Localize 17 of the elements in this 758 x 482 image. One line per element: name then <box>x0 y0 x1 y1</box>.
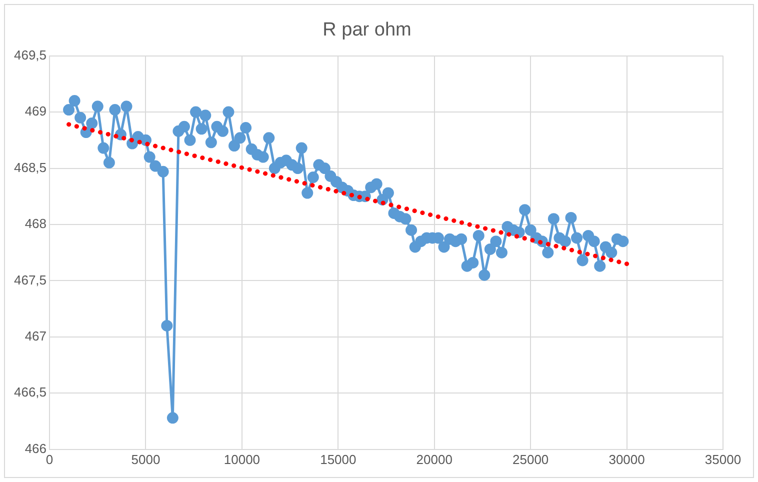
y-tick-label: 467 <box>24 328 47 344</box>
chart-title: R par ohm <box>322 20 412 41</box>
y-tick-label: 467,5 <box>14 272 47 288</box>
x-tick-label: 5000 <box>131 452 160 467</box>
y-tick-label: 466,5 <box>14 384 47 400</box>
x-tick-label: 0 <box>46 452 54 467</box>
x-tick-label: 25000 <box>512 452 549 467</box>
x-tick-label: 10000 <box>224 452 260 467</box>
x-tick-label: 15000 <box>320 452 356 467</box>
y-tick-label: 469 <box>24 104 47 119</box>
x-tick-label: 30000 <box>608 452 645 467</box>
y-tick-label: 469,5 <box>14 47 47 62</box>
y-tick-label: 468,5 <box>14 160 47 175</box>
y-tick-label: 466 <box>24 440 47 456</box>
x-tick-label: 35000 <box>704 452 742 467</box>
y-tick-label: 468 <box>24 216 47 232</box>
x-tick-label: 20000 <box>416 452 452 467</box>
